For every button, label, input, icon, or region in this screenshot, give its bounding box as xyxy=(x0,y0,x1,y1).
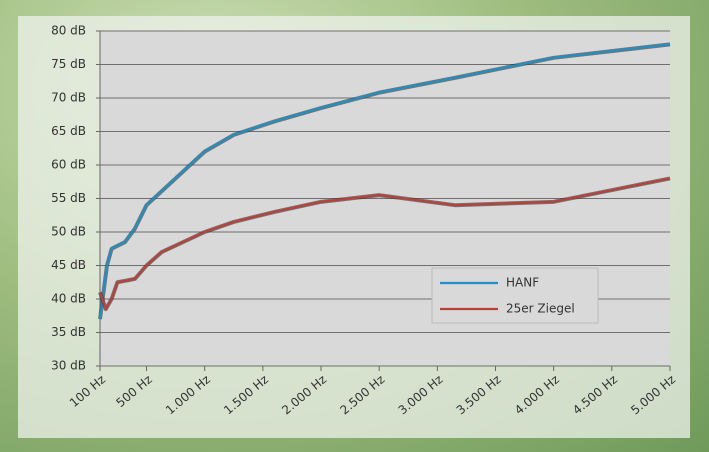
y-tick-label: 65 dB xyxy=(51,124,86,138)
y-tick-label: 45 dB xyxy=(51,258,86,272)
legend xyxy=(431,267,599,324)
y-tick-label: 35 dB xyxy=(51,325,86,339)
y-tick-label: 70 dB xyxy=(51,91,86,105)
line xyxy=(98,43,671,320)
y-tick-label: 60 dB xyxy=(51,158,86,172)
y-tick-label: 50 dB xyxy=(51,225,86,239)
legend-label: HANF xyxy=(506,276,539,290)
y-tick-label: 30 dB xyxy=(51,359,86,373)
y-tick-label: 55 dB xyxy=(51,191,86,205)
y-tick-label: 75 dB xyxy=(51,57,86,71)
legend-label: 25er Ziegel xyxy=(506,302,575,316)
y-tick-label: 80 dB xyxy=(51,24,86,38)
line xyxy=(98,177,671,311)
y-tick-label: 40 dB xyxy=(51,292,86,306)
